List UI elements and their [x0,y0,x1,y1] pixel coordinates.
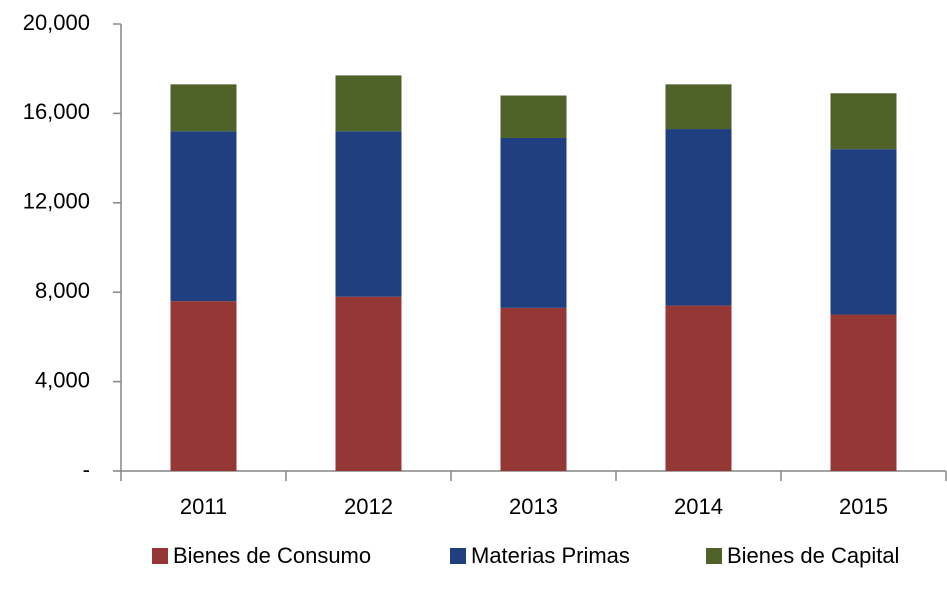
bar-segment [500,95,567,138]
legend-swatch [450,548,466,564]
bar-segment [170,131,237,302]
y-tick-label: 20,000 [23,10,90,35]
legend-swatch [706,548,722,564]
bar-segment [830,149,897,315]
x-tick-label: 2011 [180,494,227,519]
y-tick-label: 12,000 [23,189,90,214]
bar-segment [830,93,897,150]
bar-segment [335,296,402,471]
y-tick-label: 16,000 [23,99,90,124]
legend-label: Bienes de Consumo [173,543,371,568]
bar-segment [830,314,897,471]
y-tick-label: 8,000 [35,278,90,303]
legend-label: Materias Primas [471,543,630,568]
bar-segment [500,307,567,471]
x-tick-label: 2014 [674,494,723,519]
bar-segment [335,75,402,132]
legend-swatch [152,548,168,564]
y-tick-label: 4,000 [35,367,90,392]
bar-segment [665,129,732,306]
bar-segment [500,137,567,308]
x-tick-label: 2015 [839,494,888,519]
bar-segment [665,305,732,471]
bar-segment [335,131,402,297]
bar-segment [665,84,732,130]
y-tick-label: - [83,457,90,482]
x-tick-label: 2012 [344,494,393,519]
x-tick-label: 2013 [509,494,558,519]
legend-label: Bienes de Capital [727,543,899,568]
bar-segment [170,84,237,132]
bar-segment [170,301,237,471]
